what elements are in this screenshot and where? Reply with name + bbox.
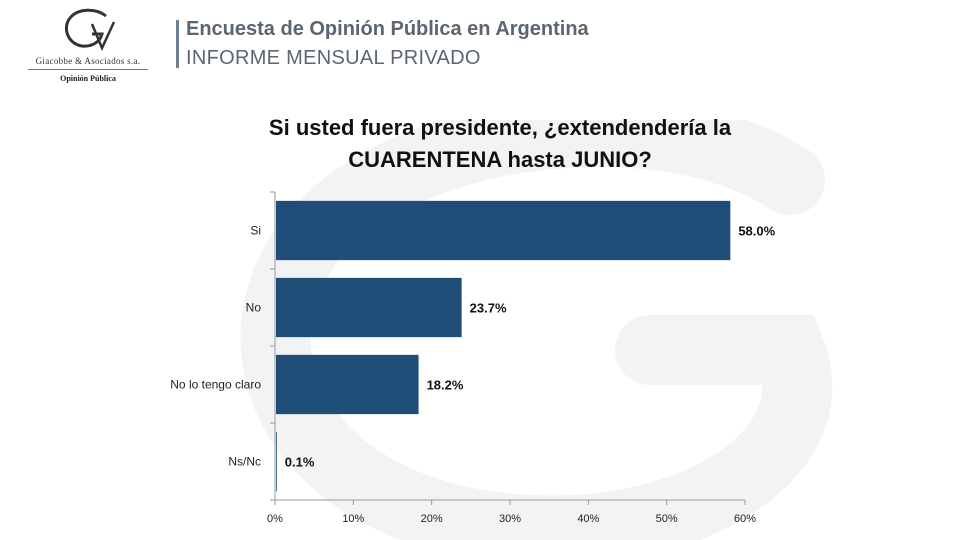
- x-tick-label: 50%: [656, 513, 678, 525]
- x-tick-label: 40%: [577, 513, 599, 525]
- bar-2: [276, 277, 462, 338]
- bar-1: [276, 200, 731, 261]
- chart-title-line-1: Si usted fuera presidente, ¿extendenderí…: [268, 115, 732, 140]
- report-subtitle: INFORME MENSUAL PRIVADO: [186, 47, 481, 69]
- x-tick-label: 0%: [267, 513, 283, 525]
- logo-mark-icon: [65, 8, 116, 52]
- x-tick-label: 10%: [342, 513, 364, 525]
- logo-subtitle: Opinión Pública: [60, 74, 116, 83]
- x-tick-label: 60%: [734, 513, 756, 525]
- chart-title: Si usted fuera presidente, ¿extendenderí…: [200, 112, 800, 176]
- header-divider: [176, 20, 179, 68]
- category-label: Ns/Nc: [228, 455, 261, 469]
- value-label: 0.1%: [285, 455, 315, 470]
- bar-3: [276, 354, 419, 415]
- value-label: 18.2%: [427, 378, 464, 393]
- value-label: 58.0%: [738, 224, 775, 239]
- category-label: No lo tengo claro: [170, 378, 261, 392]
- x-tick-label: 30%: [499, 513, 521, 525]
- report-title: Encuesta de Opinión Pública en Argentina: [186, 18, 589, 40]
- bar-4: [276, 431, 277, 492]
- x-tick-label: 20%: [421, 513, 443, 525]
- chart-title-line-2: CUARENTENA hasta JUNIO?: [348, 147, 652, 172]
- company-logo: Giacobbe & Asociados s.a. Opinión Públic…: [18, 6, 158, 88]
- logo-divider: [28, 69, 148, 70]
- category-label: Si: [250, 224, 261, 238]
- logo-company-name: Giacobbe & Asociados s.a.: [35, 56, 141, 66]
- category-label: No: [246, 301, 262, 315]
- value-label: 23.7%: [470, 301, 507, 316]
